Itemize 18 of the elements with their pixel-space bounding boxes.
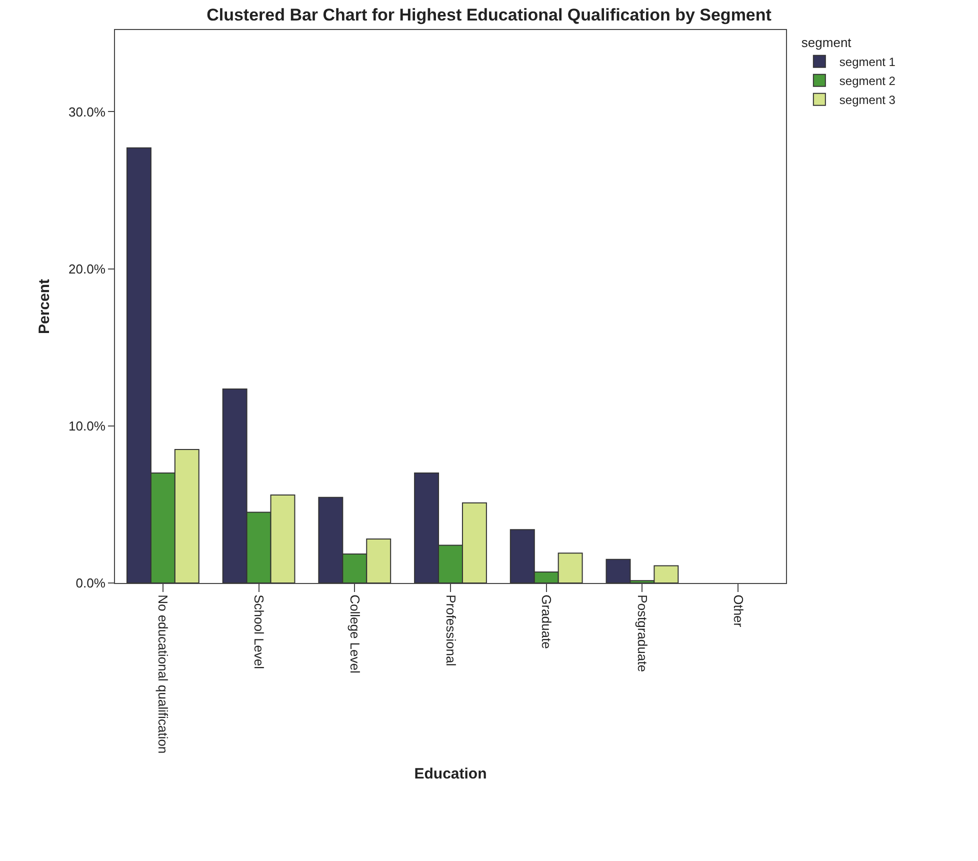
chart-title: Clustered Bar Chart for Highest Educational Qualification by Segment [206, 6, 772, 25]
y-tick-label: 10.0% [68, 418, 106, 434]
legend-title: segment [801, 34, 852, 50]
x-tick-label: Professional [443, 594, 458, 666]
legend-label: segment 1 [839, 55, 896, 70]
x-tick-label: Postgraduate [634, 594, 650, 672]
y-tick-label: 20.0% [68, 261, 106, 276]
y-tick-label: 0.0% [76, 576, 106, 591]
y-tick-label: 30.0% [68, 104, 106, 120]
x-tick-label: Other [730, 594, 746, 628]
y-axis-title: Percent [36, 278, 53, 334]
x-tick-label: School Level [252, 594, 267, 670]
x-axis-title: Education [414, 766, 487, 783]
legend-label: segment 3 [839, 93, 896, 108]
x-tick-label: College Level [347, 594, 362, 674]
x-tick-label: No educational qualification [156, 594, 171, 754]
x-tick-label: Graduate [539, 594, 554, 649]
legend-label: segment 2 [839, 74, 896, 88]
